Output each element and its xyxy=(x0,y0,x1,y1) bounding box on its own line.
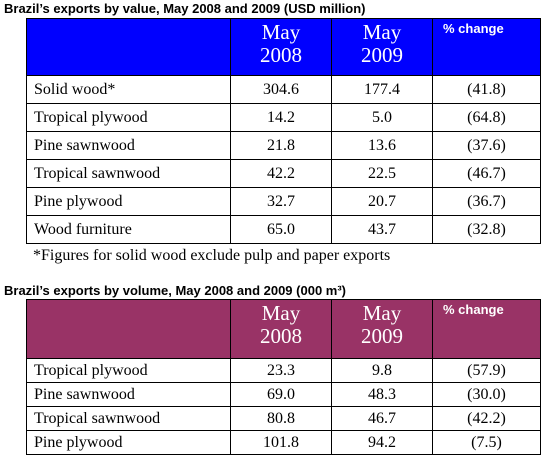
percent-change: (37.6) xyxy=(432,131,541,160)
value-2008: 14.2 xyxy=(230,103,332,132)
value-2009: 46.7 xyxy=(331,406,433,431)
table-row: Pine plywood 32.7 20.7 (36.7) xyxy=(26,187,541,216)
value-2009: 177.4 xyxy=(331,75,433,104)
table-row: Tropical sawnwood 80.8 46.7 (42.2) xyxy=(26,406,541,431)
header-row: May 2008 May 2009 % change xyxy=(26,18,541,76)
header-month: May xyxy=(261,301,301,325)
header-may-2009: May 2009 xyxy=(331,18,433,76)
header-year: 2008 xyxy=(260,43,302,67)
header-percent-change: % change xyxy=(432,18,541,76)
table-row: Tropical plywood 14.2 5.0 (64.8) xyxy=(26,103,541,132)
percent-change: (36.7) xyxy=(432,187,541,216)
percent-change: (32.8) xyxy=(432,215,541,244)
row-label: Tropical plywood xyxy=(26,103,231,132)
value-2009: 20.7 xyxy=(331,187,433,216)
footnote: *Figures for solid wood exclude pulp and… xyxy=(33,247,391,264)
value-2009: 94.2 xyxy=(331,430,433,455)
header-year: 2009 xyxy=(361,324,403,348)
row-label: Tropical sawnwood xyxy=(26,406,231,431)
value-2008: 32.7 xyxy=(230,187,332,216)
value-2008: 80.8 xyxy=(230,406,332,431)
value-2009: 43.7 xyxy=(331,215,433,244)
value-2009: 22.5 xyxy=(331,159,433,188)
exports-by-value-table: May 2008 May 2009 % change Solid wood* 3… xyxy=(26,18,541,244)
header-month: May xyxy=(362,301,402,325)
value-2009: 13.6 xyxy=(331,131,433,160)
header-may-2009: May 2009 xyxy=(331,299,433,359)
value-2009: 9.8 xyxy=(331,358,433,383)
row-label: Tropical plywood xyxy=(26,358,231,383)
header-blank-cell xyxy=(26,18,231,76)
table-row: Solid wood* 304.6 177.4 (41.8) xyxy=(26,75,541,104)
header-month: May xyxy=(261,20,301,44)
table-row: Pine sawnwood 69.0 48.3 (30.0) xyxy=(26,382,541,407)
percent-change: (64.8) xyxy=(432,103,541,132)
value-2008: 65.0 xyxy=(230,215,332,244)
percent-change: (30.0) xyxy=(432,382,541,407)
value-2008: 23.3 xyxy=(230,358,332,383)
value-table-title: Brazil’s exports by value, May 2008 and … xyxy=(4,1,366,16)
value-2009: 5.0 xyxy=(331,103,433,132)
volume-table-title: Brazil’s exports by volume, May 2008 and… xyxy=(4,283,346,298)
value-2008: 304.6 xyxy=(230,75,332,104)
value-2009: 48.3 xyxy=(331,382,433,407)
header-month: May xyxy=(362,20,402,44)
value-2008: 42.2 xyxy=(230,159,332,188)
header-may-2008: May 2008 xyxy=(230,18,332,76)
table-row: Pine plywood 101.8 94.2 (7.5) xyxy=(26,430,541,455)
percent-change: (46.7) xyxy=(432,159,541,188)
value-2008: 69.0 xyxy=(230,382,332,407)
table-row: Wood furniture 65.0 43.7 (32.8) xyxy=(26,215,541,244)
value-2008: 21.8 xyxy=(230,131,332,160)
row-label: Tropical sawnwood xyxy=(26,159,231,188)
percent-change: (41.8) xyxy=(432,75,541,104)
row-label: Pine plywood xyxy=(26,187,231,216)
row-label: Pine sawnwood xyxy=(26,131,231,160)
table-row: Tropical plywood 23.3 9.8 (57.9) xyxy=(26,358,541,383)
header-percent-change: % change xyxy=(432,299,541,359)
header-year: 2009 xyxy=(361,43,403,67)
header-row: May 2008 May 2009 % change xyxy=(26,299,541,359)
exports-by-volume-table: May 2008 May 2009 % change Tropical plyw… xyxy=(26,299,541,455)
header-may-2008: May 2008 xyxy=(230,299,332,359)
value-2008: 101.8 xyxy=(230,430,332,455)
header-year: 2008 xyxy=(260,324,302,348)
percent-change: (7.5) xyxy=(432,430,541,455)
table-row: Pine sawnwood 21.8 13.6 (37.6) xyxy=(26,131,541,160)
row-label: Solid wood* xyxy=(26,75,231,104)
percent-change: (57.9) xyxy=(432,358,541,383)
table-row: Tropical sawnwood 42.2 22.5 (46.7) xyxy=(26,159,541,188)
row-label: Pine sawnwood xyxy=(26,382,231,407)
row-label: Pine plywood xyxy=(26,430,231,455)
row-label: Wood furniture xyxy=(26,215,231,244)
header-blank-cell xyxy=(26,299,231,359)
percent-change: (42.2) xyxy=(432,406,541,431)
